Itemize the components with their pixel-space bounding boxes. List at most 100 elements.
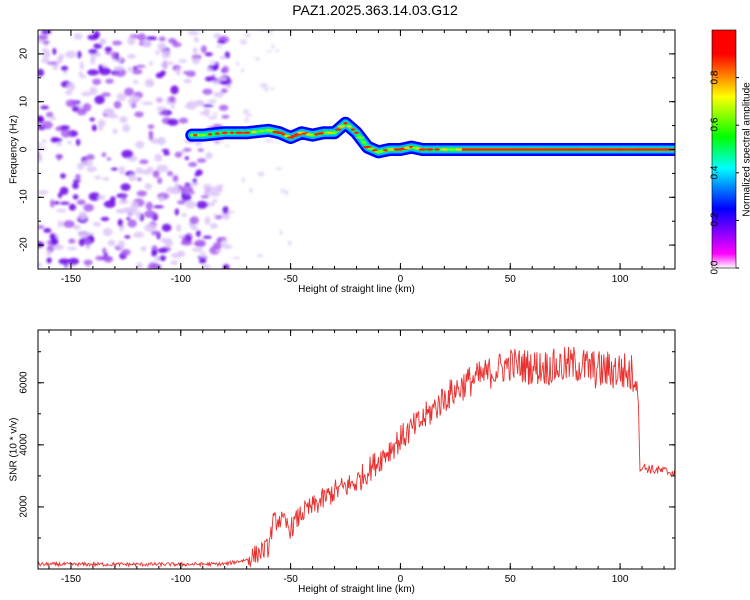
noise-blob (216, 237, 222, 244)
noise-blob (197, 148, 204, 152)
noise-blob (46, 61, 58, 65)
panel2-ytick-label: 4000 (18, 433, 30, 456)
noise-blob (65, 99, 77, 108)
noise-blob (66, 82, 76, 91)
noise-blob (119, 116, 128, 124)
noise-blob (217, 185, 223, 193)
noise-blob (132, 80, 139, 84)
noise-blob (161, 223, 172, 232)
noise-blob (183, 71, 188, 75)
panel1-ytick-label: 10 (18, 95, 30, 107)
noise-blob (160, 61, 169, 69)
noise-blob (67, 246, 78, 251)
noise-blob (185, 70, 196, 77)
noise-blob (97, 195, 106, 200)
noise-blob (196, 200, 208, 209)
noise-blob (94, 175, 102, 180)
panel1-xtick-label: -50 (283, 274, 298, 285)
noise-blob (213, 33, 221, 39)
noise-blob (38, 142, 43, 147)
noise-blob (73, 179, 81, 183)
noise-blob (50, 237, 59, 246)
noise-blob (163, 151, 170, 156)
noise-blob (259, 82, 268, 89)
noise-blob (128, 173, 137, 182)
noise-blob (42, 49, 51, 59)
noise-blob (199, 251, 207, 258)
colorbar-tick-label: 0.6 (709, 117, 721, 132)
noise-blob (94, 95, 105, 105)
ridge-hotspot (214, 132, 220, 135)
noise-blob (136, 64, 146, 68)
panel1-xtick-label: -100 (170, 274, 191, 285)
noise-blob (64, 50, 77, 59)
noise-blob (212, 199, 218, 203)
noise-blob (174, 208, 180, 216)
noise-blob (41, 48, 48, 52)
noise-blob (87, 69, 99, 76)
colorbar-tick-label: 0.2 (709, 212, 721, 227)
noise-blob (244, 32, 251, 38)
noise-blob (102, 247, 107, 255)
noise-blob (73, 33, 83, 40)
noise-blob (53, 244, 64, 250)
noise-blob (266, 50, 272, 53)
noise-blob (218, 80, 230, 85)
noise-blob (194, 140, 203, 146)
colorbar-label: Normalized spectral amplitude (741, 82, 750, 217)
noise-blob (151, 249, 158, 257)
noise-blob (88, 49, 98, 55)
noise-blob (38, 68, 45, 77)
noise-blob (210, 201, 215, 207)
noise-blob (60, 201, 70, 205)
panel2-xtick-label: -100 (170, 574, 191, 585)
noise-blob (121, 248, 131, 256)
noise-blob (110, 167, 119, 171)
noise-blob (183, 78, 192, 84)
noise-blob (75, 138, 81, 146)
noise-blob (113, 65, 125, 71)
noise-blob (284, 189, 289, 196)
noise-blob (88, 192, 101, 201)
noise-blob (142, 39, 152, 48)
noise-blob (108, 114, 119, 119)
noise-blob (203, 108, 210, 117)
noise-blob (184, 156, 190, 161)
ridge-hotspot (280, 133, 286, 136)
noise-blob (41, 30, 52, 35)
noise-blob (156, 164, 169, 173)
noise-blob (126, 54, 137, 59)
panel2-xlabel: Height of straight line (km) (298, 584, 415, 595)
noise-blob (124, 87, 134, 97)
noise-blob (161, 49, 171, 59)
noise-blob (202, 88, 213, 95)
ridge-hotspot (221, 131, 228, 134)
noise-blob (42, 121, 53, 130)
noise-blob (118, 199, 129, 204)
noise-blob (170, 104, 175, 109)
noise-blob (58, 258, 70, 265)
noise-blob (84, 238, 92, 246)
noise-blob (78, 231, 89, 239)
noise-blob (170, 85, 179, 95)
noise-blob (59, 186, 69, 196)
noise-blob (107, 239, 116, 247)
noise-blob (92, 78, 102, 85)
noise-blob (149, 61, 154, 66)
noise-blob (200, 45, 207, 54)
noise-blob (218, 104, 229, 111)
noise-blob (136, 177, 142, 182)
snr-line (38, 346, 675, 568)
noise-blob (128, 98, 134, 106)
noise-blob (182, 147, 192, 152)
noise-blob (178, 234, 185, 239)
noise-blob (175, 67, 181, 76)
noise-blob (271, 43, 275, 49)
noise-blob (113, 100, 122, 109)
noise-blob (50, 199, 55, 208)
noise-blob (42, 139, 47, 144)
noise-blob (200, 195, 210, 199)
noise-blob (149, 36, 158, 41)
noise-blob (225, 144, 230, 148)
